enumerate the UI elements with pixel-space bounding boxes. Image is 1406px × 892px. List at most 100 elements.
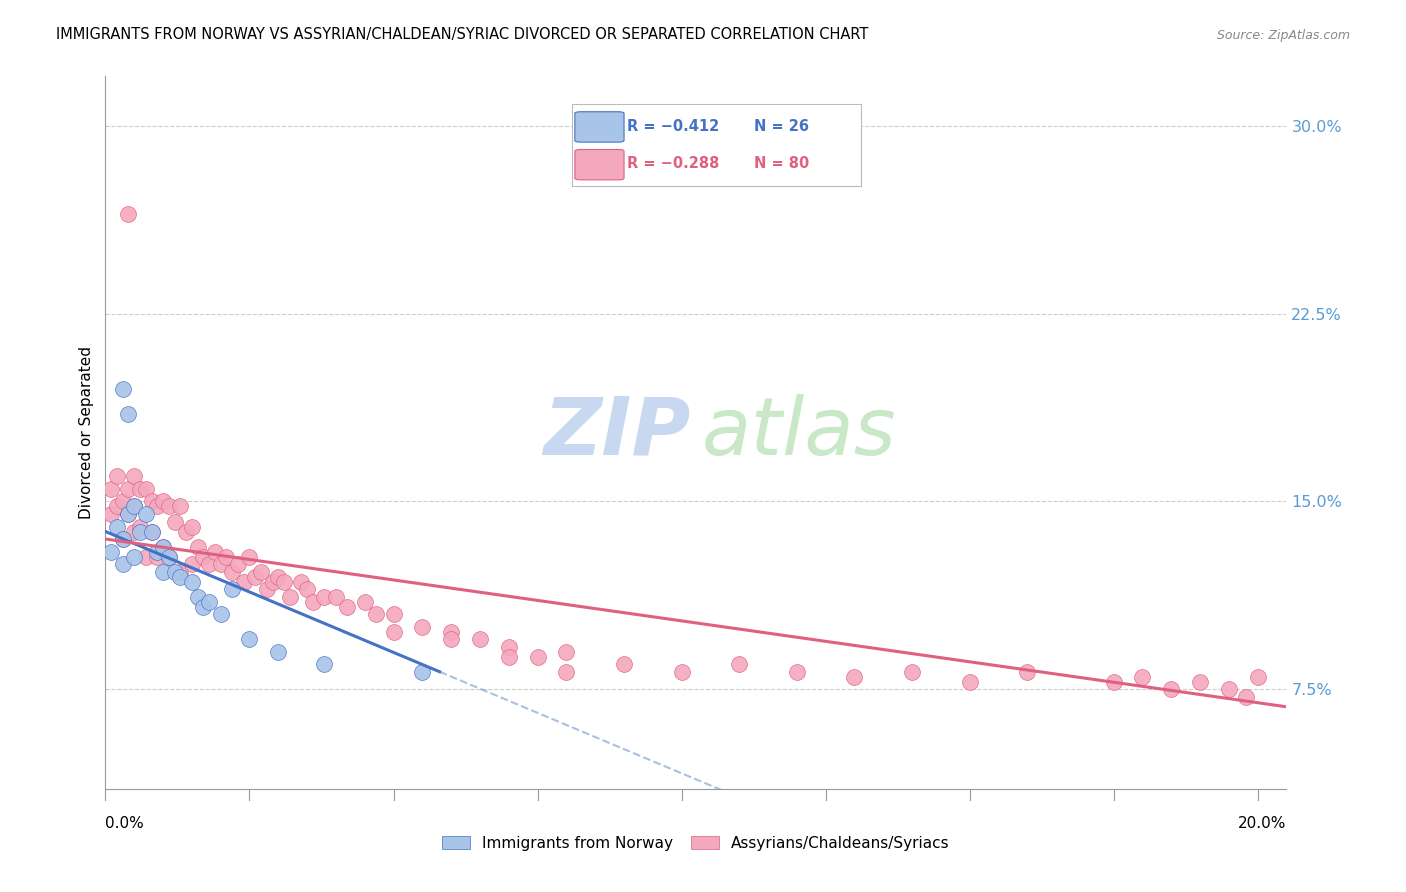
Point: [786, 665, 808, 679]
Point: [498, 649, 520, 664]
Point: [1102, 674, 1125, 689]
Point: [232, 574, 254, 589]
Point: [122, 500, 145, 514]
Point: [111, 557, 134, 571]
Point: [129, 482, 152, 496]
Legend: Immigrants from Norway, Assyrians/Chaldeans/Syriacs: Immigrants from Norway, Assyrians/Chalde…: [436, 830, 956, 856]
Point: [238, 632, 260, 647]
Point: [1247, 670, 1270, 684]
Point: [198, 557, 221, 571]
Point: [152, 494, 174, 508]
Point: [238, 549, 260, 564]
Point: [111, 494, 134, 508]
Point: [129, 524, 152, 539]
Point: [187, 590, 209, 604]
Point: [1234, 690, 1257, 704]
Point: [157, 500, 180, 514]
Point: [226, 557, 249, 571]
Point: [152, 540, 174, 554]
Point: [411, 665, 433, 679]
Point: [157, 549, 180, 564]
Point: [141, 524, 163, 539]
Point: [180, 574, 202, 589]
Point: [221, 565, 243, 579]
Point: [193, 599, 215, 614]
Point: [1160, 682, 1182, 697]
Point: [221, 582, 243, 596]
Point: [100, 544, 122, 558]
Point: [382, 607, 405, 622]
Point: [117, 507, 139, 521]
Point: [267, 569, 290, 583]
Point: [180, 519, 202, 533]
Point: [111, 532, 134, 546]
Point: [353, 594, 375, 608]
Point: [169, 569, 191, 583]
Point: [844, 670, 866, 684]
Point: [1132, 670, 1154, 684]
Point: [204, 544, 226, 558]
Point: [163, 515, 186, 529]
Point: [336, 599, 359, 614]
Point: [440, 624, 463, 639]
Point: [555, 665, 578, 679]
Point: [100, 507, 122, 521]
Point: [135, 549, 157, 564]
Point: [169, 500, 191, 514]
Point: [152, 540, 174, 554]
Point: [193, 549, 215, 564]
Point: [440, 632, 463, 647]
Point: [122, 469, 145, 483]
Point: [117, 407, 139, 421]
Point: [180, 557, 202, 571]
Point: [290, 574, 312, 589]
Text: atlas: atlas: [702, 393, 897, 472]
Point: [122, 549, 145, 564]
Point: [256, 582, 278, 596]
Text: 20.0%: 20.0%: [1239, 816, 1286, 830]
Point: [250, 565, 273, 579]
Text: IMMIGRANTS FROM NORWAY VS ASSYRIAN/CHALDEAN/SYRIAC DIVORCED OR SEPARATED CORRELA: IMMIGRANTS FROM NORWAY VS ASSYRIAN/CHALD…: [56, 28, 869, 42]
Point: [174, 524, 197, 539]
Point: [122, 524, 145, 539]
Point: [671, 665, 693, 679]
Point: [411, 620, 433, 634]
Point: [314, 657, 336, 672]
Point: [959, 674, 981, 689]
Point: [245, 569, 267, 583]
Point: [111, 382, 134, 396]
Point: [163, 565, 186, 579]
Point: [187, 540, 209, 554]
Point: [382, 624, 405, 639]
Point: [1218, 682, 1240, 697]
Point: [267, 645, 290, 659]
Point: [366, 607, 388, 622]
Text: 0.0%: 0.0%: [105, 816, 145, 830]
Point: [555, 645, 578, 659]
Point: [135, 507, 157, 521]
Point: [122, 500, 145, 514]
Point: [314, 590, 336, 604]
Point: [157, 549, 180, 564]
Point: [613, 657, 636, 672]
Point: [198, 594, 221, 608]
Point: [1017, 665, 1039, 679]
Point: [901, 665, 924, 679]
Point: [278, 590, 301, 604]
Point: [129, 519, 152, 533]
Point: [295, 582, 318, 596]
Point: [209, 607, 232, 622]
Point: [141, 494, 163, 508]
Point: [302, 594, 325, 608]
Y-axis label: Divorced or Separated: Divorced or Separated: [79, 346, 94, 519]
Point: [146, 549, 169, 564]
Point: [100, 482, 122, 496]
Point: [105, 469, 128, 483]
Point: [262, 574, 284, 589]
Point: [146, 544, 169, 558]
Point: [105, 500, 128, 514]
Point: [105, 519, 128, 533]
Point: [526, 649, 548, 664]
Point: [215, 549, 238, 564]
Point: [169, 565, 191, 579]
